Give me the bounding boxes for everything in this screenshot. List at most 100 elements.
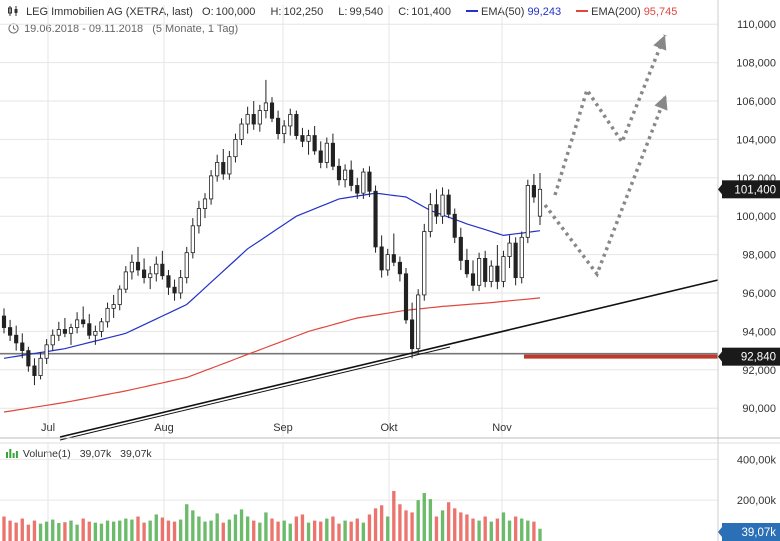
candle bbox=[196, 200, 201, 234]
volume-bar bbox=[306, 522, 311, 541]
volume-bar bbox=[483, 516, 487, 541]
candle-body-down bbox=[269, 102, 275, 119]
volume-bar bbox=[93, 522, 98, 541]
candle bbox=[501, 250, 506, 288]
ema50-swatch bbox=[466, 10, 479, 12]
candle bbox=[87, 314, 92, 340]
y-tick-label: 110,000 bbox=[737, 19, 776, 31]
candle bbox=[26, 346, 31, 372]
candle-body-up bbox=[209, 175, 214, 200]
candle bbox=[32, 358, 37, 386]
ema200-legend[interactable]: EMA(200) 95,745 bbox=[576, 6, 683, 18]
volume-bar bbox=[124, 518, 128, 541]
forecast-arrow-pullback bbox=[543, 94, 668, 278]
last-price-tag-text: 101,400 bbox=[734, 184, 776, 196]
volume-bar bbox=[477, 520, 481, 541]
ohlc-high: H: 102,250 bbox=[270, 6, 329, 18]
candle bbox=[391, 233, 396, 267]
candle-body-down bbox=[330, 142, 335, 167]
candle bbox=[81, 306, 86, 328]
volume-bar bbox=[300, 514, 305, 541]
volume-price-tag-pointer bbox=[718, 527, 722, 537]
candle-body-up bbox=[129, 261, 134, 273]
candle-body-up bbox=[306, 135, 311, 142]
candle bbox=[416, 289, 421, 355]
volume-bar bbox=[239, 509, 244, 541]
candle bbox=[367, 166, 372, 197]
candle-body-up bbox=[537, 188, 543, 217]
volume-bar bbox=[446, 502, 451, 541]
candle-body-up bbox=[93, 330, 98, 336]
candle bbox=[464, 248, 469, 278]
candle bbox=[129, 254, 134, 280]
candle bbox=[306, 129, 311, 155]
volume-bar bbox=[434, 516, 439, 541]
candle bbox=[410, 302, 415, 359]
x-tick-label: Sep bbox=[273, 422, 293, 434]
ema200-swatch bbox=[576, 10, 589, 12]
candle bbox=[288, 108, 293, 136]
ema200-line bbox=[3, 297, 541, 413]
candle bbox=[507, 235, 512, 269]
volume-bar bbox=[172, 521, 177, 541]
volume-bar bbox=[489, 521, 493, 541]
support-price-tag-text: 92,840 bbox=[741, 352, 776, 364]
period-note: (5 Monate, 1 Tag) bbox=[152, 23, 239, 35]
support-price-tag-bg bbox=[722, 347, 780, 366]
candle bbox=[458, 227, 463, 270]
candle-body-down bbox=[160, 263, 165, 277]
volume-bar bbox=[459, 512, 463, 541]
candle bbox=[282, 120, 287, 144]
candle bbox=[263, 79, 268, 119]
volume-bar bbox=[471, 518, 475, 541]
volume-bar bbox=[105, 520, 110, 541]
candle-body-down bbox=[251, 114, 256, 125]
volume-price-tag-text: 39,07k bbox=[741, 527, 776, 539]
ohlc-open: O: 100,000 bbox=[202, 6, 261, 18]
candle-body-down bbox=[166, 275, 171, 288]
volume-bar bbox=[245, 516, 250, 541]
volume-bar bbox=[532, 521, 536, 541]
candle bbox=[385, 248, 390, 276]
volume-bar bbox=[343, 520, 347, 541]
candle-body-up bbox=[202, 198, 208, 209]
candle-body-up bbox=[440, 194, 445, 217]
candle bbox=[519, 231, 524, 284]
ema50-legend[interactable]: EMA(50) 99,243 bbox=[466, 6, 567, 18]
candle bbox=[184, 246, 189, 284]
candle bbox=[20, 333, 25, 359]
candle-body-up bbox=[184, 252, 189, 279]
volume-bar bbox=[227, 519, 232, 541]
volume-bar bbox=[130, 519, 134, 541]
candle-body-up bbox=[361, 171, 366, 194]
x-tick-label: Aug bbox=[154, 422, 174, 434]
volume-bar bbox=[520, 518, 524, 541]
candle-body-up bbox=[507, 242, 512, 257]
candle-body-down bbox=[336, 165, 342, 181]
candle bbox=[489, 260, 494, 288]
volume-bar bbox=[349, 521, 353, 541]
candle-body-down bbox=[14, 334, 19, 344]
volume-bar bbox=[69, 520, 73, 541]
ema50-label: EMA(50) bbox=[481, 6, 525, 18]
candle-body-up bbox=[416, 294, 421, 350]
candle-body-down bbox=[434, 204, 439, 217]
candle-body-down bbox=[312, 135, 317, 152]
volume-bar bbox=[221, 522, 225, 541]
candle bbox=[397, 256, 402, 282]
candle bbox=[349, 160, 354, 192]
candle-body-down bbox=[318, 150, 323, 163]
volume-bar bbox=[20, 518, 24, 541]
volume-bar bbox=[136, 516, 140, 541]
ohlc-low-label: L: bbox=[338, 6, 348, 18]
candle bbox=[251, 101, 256, 130]
vol-tick-label: 200,00k bbox=[737, 495, 777, 507]
candle bbox=[202, 193, 208, 219]
candle bbox=[428, 193, 433, 238]
ohlc-open-value: 100,000 bbox=[215, 6, 256, 18]
support-price-tag-pointer bbox=[718, 351, 722, 362]
volume-bar bbox=[166, 520, 171, 541]
chart-type-icon[interactable] bbox=[8, 6, 20, 16]
